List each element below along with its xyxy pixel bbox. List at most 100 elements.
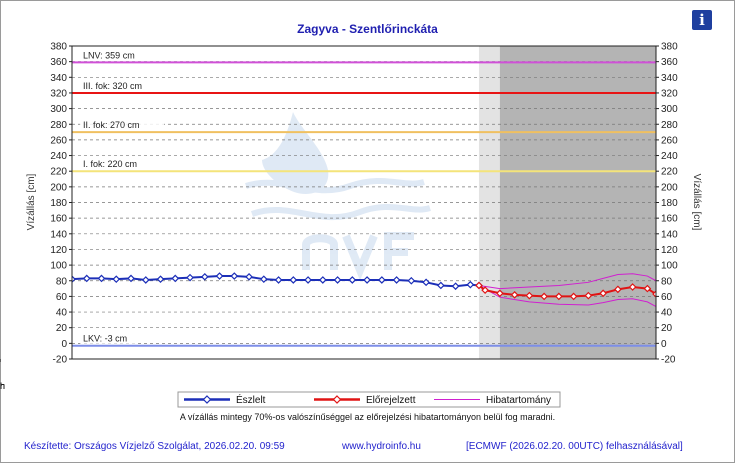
y-tick-label-left: 40 xyxy=(56,308,68,319)
footer-website-link[interactable]: www.hydroinfo.hu xyxy=(342,441,421,452)
y-tick-label-left: 180 xyxy=(50,198,67,209)
forecast-point xyxy=(510,290,519,299)
x-tick-sublabel: 7h xyxy=(0,381,5,391)
x-tick-sublabel: 7h xyxy=(0,381,5,391)
observed-point xyxy=(289,276,298,284)
forecast-point xyxy=(643,284,652,293)
y-tick-label-left: 280 xyxy=(50,120,67,131)
observed-point xyxy=(215,272,224,280)
forecast-point xyxy=(569,292,578,301)
y-tick-label-left: 380 xyxy=(50,42,67,53)
forecast-point xyxy=(475,281,483,290)
legend-label: Észlelt xyxy=(236,393,266,406)
y-tick-label-right: 180 xyxy=(661,198,678,209)
error-band-upper xyxy=(478,273,656,290)
y-tick-label-left: 140 xyxy=(50,229,67,240)
observed-point xyxy=(363,276,371,284)
y-tick-label-right: 40 xyxy=(661,308,673,319)
y-tick-label-right: 360 xyxy=(661,57,678,68)
y-tick-label-right: 60 xyxy=(661,292,673,303)
forecast-point xyxy=(652,290,656,298)
y-axis-label-right: Vízállás [cm] xyxy=(691,174,702,231)
y-tick-label-right: 280 xyxy=(661,120,678,131)
observed-point xyxy=(200,272,209,281)
x-tick-sublabel: 7h xyxy=(0,381,5,391)
forecast-point xyxy=(555,292,563,301)
observed-point xyxy=(304,276,312,284)
y-tick-label-right: 100 xyxy=(661,261,678,272)
y-tick-label-left: 20 xyxy=(56,323,68,334)
forecast-point xyxy=(540,292,548,301)
threshold-label-bg xyxy=(80,119,164,131)
forecast-point xyxy=(481,286,489,294)
observed-point xyxy=(245,272,253,281)
y-tick-label-right: 220 xyxy=(661,167,678,178)
ovf-watermark xyxy=(245,112,431,281)
footer-model-note: [ECMWF (2026.02.20. 00UTC) felhasználásá… xyxy=(466,441,683,452)
observed-point xyxy=(82,274,91,283)
threshold-label: LKV: -3 cm xyxy=(83,334,127,344)
y-tick-label-right: 120 xyxy=(661,245,678,256)
forecast-point xyxy=(496,289,504,298)
observed-point xyxy=(186,273,194,282)
error-band-footnote: A vízállás mintegy 70%-os valószínűségge… xyxy=(179,412,556,422)
observed-point xyxy=(259,275,268,284)
x-tick-sublabel: 7h xyxy=(0,381,5,391)
y-tick-label-right: 380 xyxy=(661,42,678,53)
observed-point xyxy=(392,276,401,284)
y-tick-label-right: 80 xyxy=(661,276,673,287)
y-tick-label-right: 320 xyxy=(661,88,678,99)
observed-point xyxy=(97,274,106,283)
threshold-label: LNV: 359 cm xyxy=(83,50,135,60)
y-tick-label-right: 200 xyxy=(661,182,678,193)
watermark-drop xyxy=(262,112,329,194)
y-tick-label-left: 260 xyxy=(50,135,67,146)
y-tick-label-right: -20 xyxy=(661,355,676,366)
y-tick-label-right: 20 xyxy=(661,323,673,334)
observed-point xyxy=(112,275,121,284)
y-tick-label-left: 200 xyxy=(50,182,67,193)
observed-point xyxy=(348,276,357,284)
threshold-label-bg xyxy=(80,158,159,170)
y-tick-label-left: 220 xyxy=(50,167,67,178)
watermark-letters xyxy=(302,232,414,281)
y-tick-label-right: 160 xyxy=(661,214,678,225)
threshold-label: II. fok: 270 cm xyxy=(83,120,140,130)
footer-author: Készítette: Országos Vízjelző Szolgálat,… xyxy=(24,441,285,452)
y-tick-label-left: 340 xyxy=(50,73,67,84)
legend-label: Előrejelzett xyxy=(366,395,416,406)
observed-point xyxy=(72,275,76,284)
x-tick-sublabel: 7h xyxy=(0,381,5,391)
forecast-point xyxy=(599,289,607,298)
y-tick-label-left: 300 xyxy=(50,104,67,115)
y-tick-label-left: 320 xyxy=(50,88,67,99)
x-tick-sublabel: 7h xyxy=(0,381,5,391)
observed-point xyxy=(127,274,135,283)
observed-point xyxy=(318,276,327,284)
legend: Észlelt Előrejelzett Hibatartomány xyxy=(177,391,561,408)
error-band-lower xyxy=(478,285,656,308)
observed-point xyxy=(422,278,430,287)
y-tick-label-left: 240 xyxy=(50,151,67,162)
forecast-point xyxy=(614,285,622,294)
observed-point xyxy=(466,280,475,289)
x-tick-sublabel: 7h xyxy=(0,381,5,391)
legend-label: Hibatartomány xyxy=(486,395,551,406)
legend-swatch-marker xyxy=(332,395,342,404)
observed-point xyxy=(407,276,416,285)
forecast-point xyxy=(525,291,534,300)
y-tick-label-left: 80 xyxy=(56,276,68,287)
x-tick-sublabel: 7h xyxy=(0,381,5,391)
info-button[interactable]: i xyxy=(692,10,712,30)
threshold-label: I. fok: 220 cm xyxy=(83,159,137,169)
legend-swatch-marker xyxy=(202,395,212,404)
y-tick-label-right: 300 xyxy=(661,104,678,115)
y-axis-label-left: Vízállás [cm] xyxy=(26,173,37,230)
threshold-label-bg xyxy=(80,79,170,91)
threshold-label: III. fok: 320 cm xyxy=(83,81,142,91)
forecast-point xyxy=(584,291,593,300)
y-tick-label-left: 60 xyxy=(56,292,68,303)
x-tick-sublabel: 7h xyxy=(0,381,5,391)
x-tick-sublabel: 7h xyxy=(0,381,5,391)
